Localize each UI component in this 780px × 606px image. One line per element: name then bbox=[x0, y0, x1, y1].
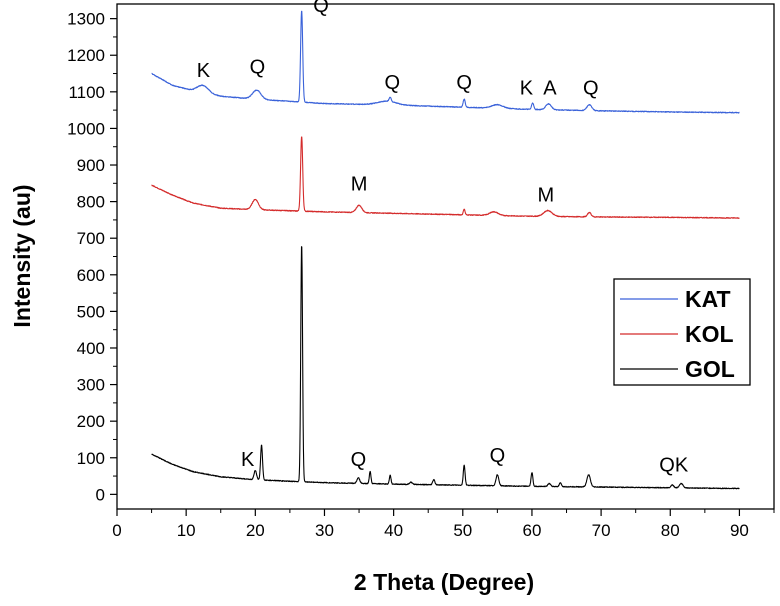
x-tick-label: 50 bbox=[453, 521, 472, 540]
series-line-kol bbox=[151, 136, 740, 219]
peak-label: Q bbox=[490, 445, 506, 467]
y-tick-label: 300 bbox=[77, 376, 105, 395]
y-axis: 0 100 200 300 400 500 600 700 800 900 1000 1100 1200… bbox=[67, 10, 117, 504]
peak-label: Q bbox=[351, 449, 367, 471]
peak-label: Q bbox=[583, 77, 599, 99]
peak-label: Q bbox=[313, 0, 329, 17]
peak-label: QK bbox=[659, 455, 689, 477]
x-tick-label: 0 bbox=[112, 521, 121, 540]
peak-label: M bbox=[537, 185, 554, 207]
series-line-gol bbox=[151, 246, 740, 490]
y-tick-label: 100 bbox=[77, 449, 105, 468]
x-tick-label: 20 bbox=[246, 521, 265, 540]
y-tick-label: 700 bbox=[77, 229, 105, 248]
x-tick-label: 90 bbox=[730, 521, 749, 540]
x-tick-label: 70 bbox=[592, 521, 611, 540]
y-tick-label: 500 bbox=[77, 302, 105, 321]
peak-label: A bbox=[543, 77, 557, 99]
legend: KAT KOL GOL bbox=[613, 278, 751, 386]
peak-label: Q bbox=[250, 57, 266, 79]
y-tick-label: 0 bbox=[96, 485, 105, 504]
peak-label: M bbox=[351, 174, 368, 196]
series-line-kat bbox=[151, 10, 740, 114]
x-tick-label: 40 bbox=[384, 521, 403, 540]
x-tick-label: 10 bbox=[177, 521, 196, 540]
peak-annotations: K QQQ Q K A QM MK Q Q QK bbox=[197, 0, 689, 477]
legend-label-gol: GOL bbox=[685, 356, 735, 382]
peak-label: Q bbox=[456, 72, 472, 94]
x-tick-label: 30 bbox=[315, 521, 334, 540]
y-tick-label: 1200 bbox=[67, 46, 105, 65]
legend-box bbox=[613, 278, 751, 386]
y-tick-label: 800 bbox=[77, 193, 105, 212]
y-tick-label: 1000 bbox=[67, 119, 105, 138]
legend-label-kat: KAT bbox=[685, 286, 731, 312]
y-tick-label: 1100 bbox=[68, 83, 105, 102]
peak-label: K bbox=[520, 77, 534, 99]
y-tick-label: 900 bbox=[77, 156, 105, 175]
x-axis-title: 2 Theta (Degree) bbox=[354, 569, 534, 595]
y-tick-label: 1300 bbox=[67, 10, 105, 29]
y-tick-label: 400 bbox=[77, 339, 105, 358]
y-tick-label: 200 bbox=[77, 412, 105, 431]
y-tick-label: 600 bbox=[77, 266, 105, 285]
peak-label: K bbox=[197, 60, 211, 82]
x-tick-label: 80 bbox=[661, 521, 680, 540]
x-axis: 0 10 20 30 40 50 60 70 80 90 bbox=[112, 509, 775, 540]
peak-label: Q bbox=[384, 72, 400, 94]
plot-frame bbox=[116, 3, 775, 510]
x-tick-label: 60 bbox=[522, 521, 541, 540]
peak-label: K bbox=[241, 449, 255, 471]
y-axis-title: Intensity (au) bbox=[9, 184, 35, 327]
legend-label-kol: KOL bbox=[685, 321, 734, 347]
plot-lines bbox=[151, 10, 740, 490]
